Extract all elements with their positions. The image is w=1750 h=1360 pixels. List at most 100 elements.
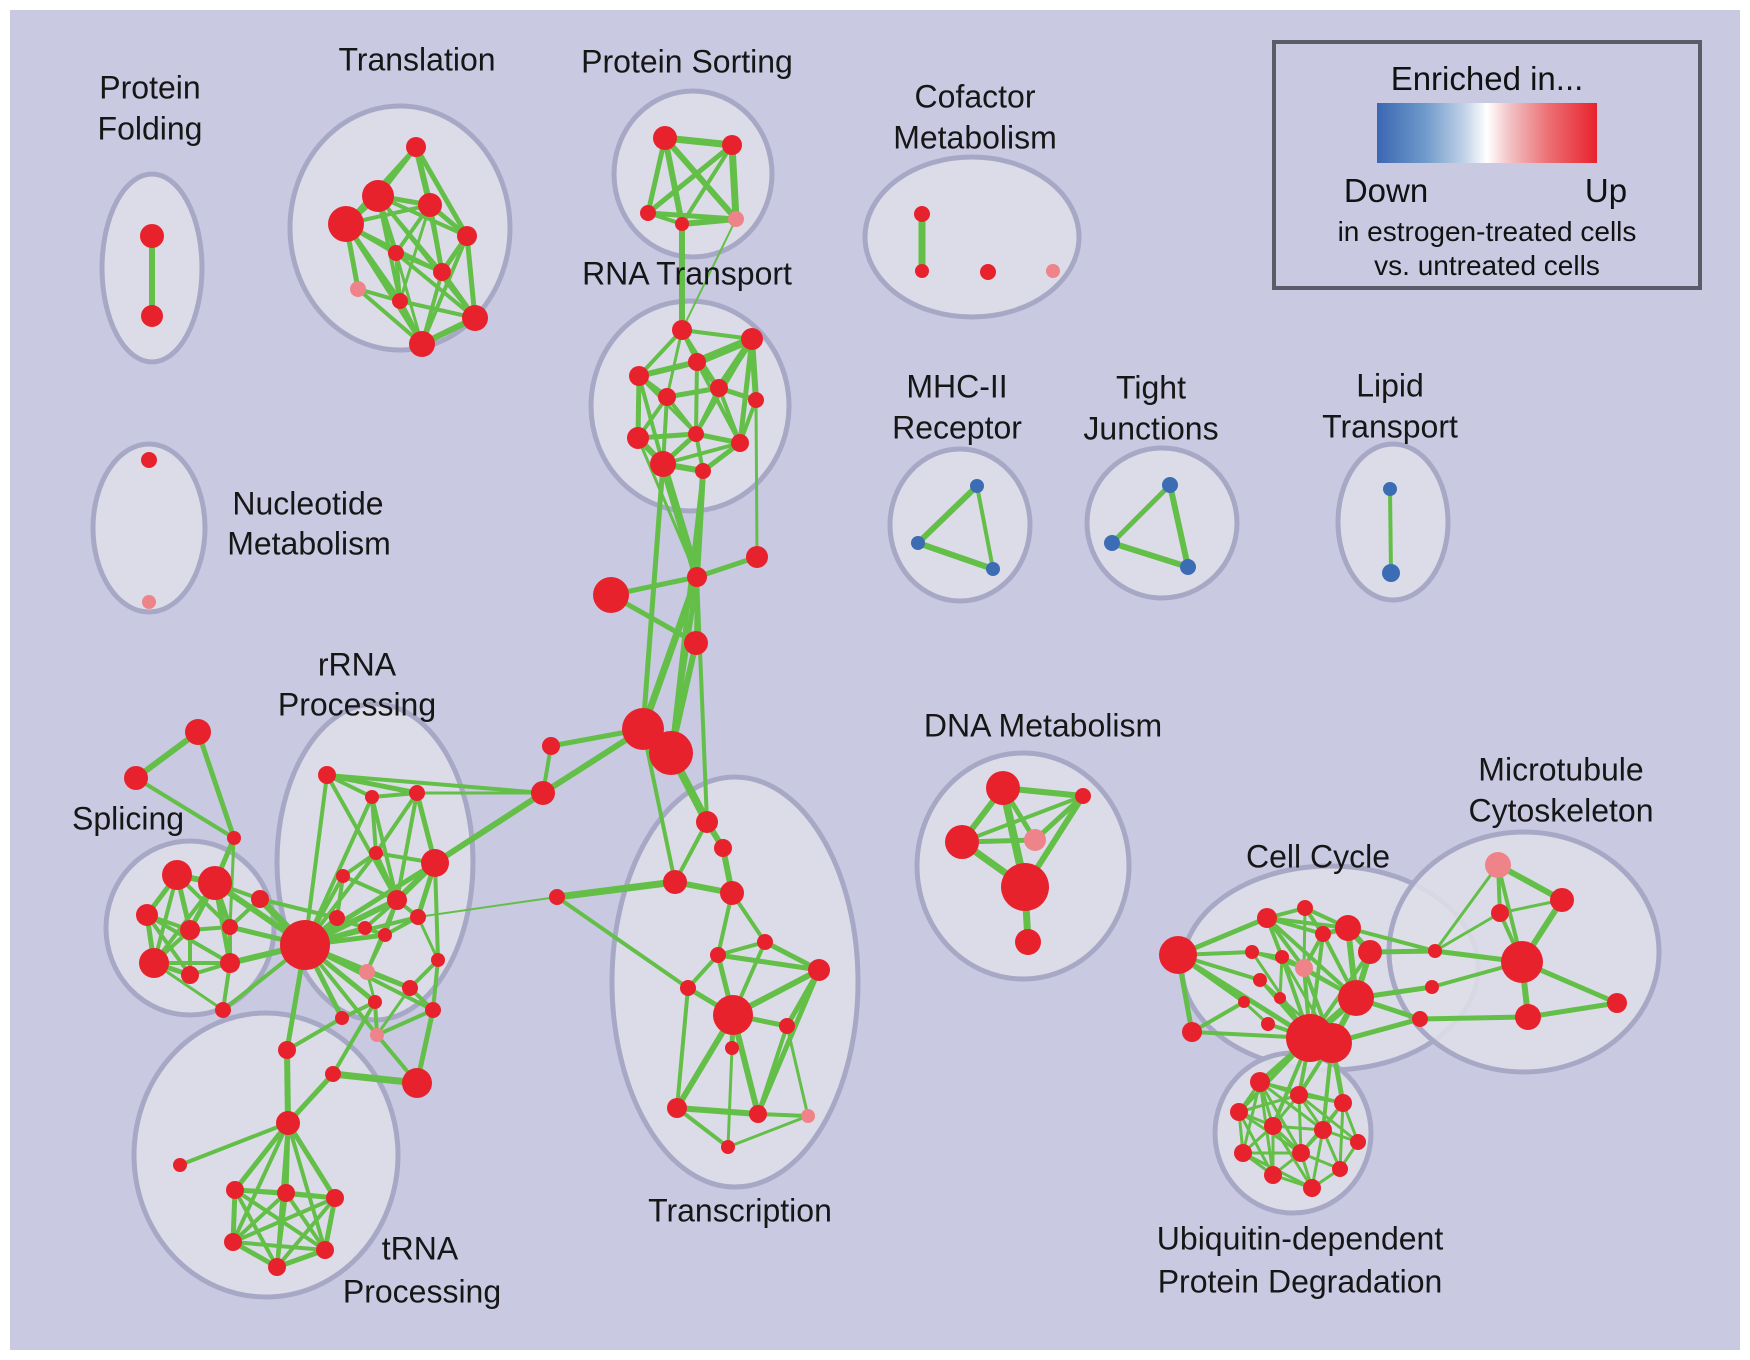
edge-TR10-TR13	[756, 1024, 789, 1116]
node-T10	[462, 305, 488, 331]
node-N8	[268, 1258, 286, 1276]
edge-RT5-RT10	[717, 386, 742, 445]
edge-C4-C10	[1302, 906, 1307, 970]
cluster-label-lipid-transport-line1: Lipid	[1356, 367, 1424, 403]
node-R4	[369, 846, 383, 860]
node-RT1	[672, 320, 692, 340]
node-TJ1	[1162, 477, 1178, 493]
edge-N557-TR8	[555, 895, 690, 990]
edge-N4-N6	[231, 1191, 288, 1244]
node-R3	[409, 785, 425, 801]
node-NM1	[141, 452, 157, 468]
node-TJ2	[1104, 535, 1120, 551]
edge-TR11-TR15	[726, 1046, 734, 1149]
cluster-label-cofactor-metabolism-line2: Metabolism	[893, 119, 1057, 155]
node-R5	[421, 849, 449, 877]
node-PS1	[653, 126, 677, 150]
node-R11	[378, 928, 392, 942]
node-R20	[278, 1041, 296, 1059]
cluster-label-nucleotide-metabolism-line2: Metabolism	[227, 525, 391, 561]
node-S7	[139, 948, 169, 978]
node-T5	[457, 226, 477, 246]
edge-N5-N8	[275, 1196, 337, 1269]
node-S3	[136, 904, 158, 926]
cluster-label-protein-folding-line2: Folding	[98, 110, 203, 146]
node-R19	[370, 1028, 384, 1042]
edge-TJ2-TJ3	[1109, 540, 1191, 570]
node-C12	[1274, 992, 1286, 1004]
cluster-ellipse-lipid-transport	[1335, 441, 1451, 603]
edge-R17-R19	[375, 1008, 435, 1037]
node-N5	[326, 1189, 344, 1207]
node-N2	[173, 1158, 187, 1172]
node-U7	[1234, 1144, 1252, 1162]
cluster-label-ubiquitin-degradation-line2: Protein Degradation	[1158, 1263, 1443, 1299]
node-PF2	[141, 305, 163, 327]
node-RT11	[650, 451, 676, 477]
node-D5	[1001, 863, 1049, 911]
node-T1	[406, 137, 426, 157]
edge-N1-R20	[284, 1047, 291, 1126]
node-U3	[1230, 1103, 1248, 1121]
node-C17	[1312, 1023, 1352, 1063]
cluster-label-mhc-ii-receptor-line1: MHC-II	[906, 368, 1007, 404]
edge-R15-R19	[375, 986, 412, 1037]
node-S1	[162, 860, 192, 890]
edge-R5-R14	[433, 861, 440, 962]
node-N557	[549, 889, 565, 905]
legend-subtitle-line2: vs. untreated cells	[1374, 250, 1600, 281]
node-U12	[1303, 1179, 1321, 1197]
edge-K1-MT3	[1433, 911, 1502, 953]
node-S9	[220, 953, 240, 973]
node-TR3	[663, 870, 687, 894]
cluster-ellipse-transcription	[609, 774, 861, 1190]
edge-T5-T11	[420, 234, 469, 346]
node-RT9	[688, 426, 704, 442]
edge-N1-N2	[178, 1121, 290, 1167]
node-R7	[387, 890, 407, 910]
node-MT1	[1485, 852, 1511, 878]
node-C9	[1358, 940, 1382, 964]
node-C6	[1275, 950, 1289, 964]
cluster-label-microtubule-cytoskeleton-line2: Cytoskeleton	[1469, 792, 1654, 828]
edge-U2-U3	[1237, 1093, 1301, 1114]
node-R14	[431, 953, 445, 967]
edge-MH2-MH3	[915, 540, 996, 572]
edge-X1-X3	[195, 729, 237, 841]
edge-T2-T7	[376, 194, 444, 274]
node-C10	[1295, 959, 1313, 977]
edge-TJ1-TJ2	[1109, 482, 1173, 546]
node-U4	[1334, 1094, 1352, 1112]
cluster-label-cell-cycle-line1: Cell Cycle	[1246, 838, 1390, 874]
edge-RT3-RT9	[694, 360, 699, 436]
legend-box: Enriched in... Down Up in estrogen-treat…	[1272, 40, 1702, 290]
node-CH1	[622, 708, 664, 750]
edge-S1-S7	[152, 873, 179, 965]
edge-TJ1-TJ3	[1167, 482, 1191, 570]
node-D1	[986, 771, 1020, 805]
edge-N543-R1	[325, 773, 545, 795]
node-K1	[1428, 944, 1442, 958]
edge-PS1-PS4	[662, 135, 685, 227]
cluster-ellipse-trna-processing	[131, 1010, 401, 1300]
edge-N1-N5	[285, 1120, 338, 1201]
node-T9	[392, 293, 408, 309]
cluster-label-tight-junctions-line2: Junctions	[1083, 410, 1218, 446]
cluster-ellipse-tight-junctions	[1084, 445, 1240, 601]
edge-LT1-LT2	[1388, 487, 1393, 575]
node-C8	[1335, 915, 1361, 941]
node-U6	[1314, 1121, 1332, 1139]
edge-N557-TR3	[553, 878, 679, 901]
edge-N5-N6	[231, 1196, 337, 1244]
node-T6	[388, 245, 404, 261]
node-LN1	[542, 737, 560, 755]
node-D6	[1015, 929, 1041, 955]
node-U8	[1292, 1144, 1310, 1162]
edge-MH1-MH2	[915, 483, 980, 546]
edge-X2-X3	[134, 776, 236, 840]
node-TR4	[720, 881, 744, 905]
network-nodes	[124, 126, 1627, 1276]
node-CM1	[914, 206, 930, 222]
node-R12	[280, 920, 330, 970]
edge-PS2-PS4	[680, 143, 734, 226]
